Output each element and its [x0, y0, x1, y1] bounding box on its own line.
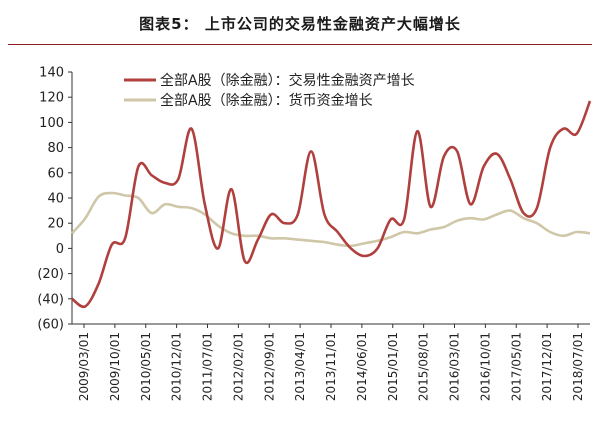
x-tick-label: 2010/12/01 [170, 332, 184, 401]
legend-label: 全部A股（除金融）：交易性金融资产增长 [160, 72, 415, 89]
x-tick-label: 2011/07/01 [201, 332, 215, 401]
y-tick-label: 80 [47, 141, 64, 156]
y-tick-label: (40) [37, 292, 64, 307]
y-tick-label: 20 [47, 217, 64, 232]
x-tick-label: 2017/05/01 [509, 332, 523, 401]
x-tick-label: 2010/05/01 [139, 332, 153, 401]
x-tick-label: 2016/10/01 [478, 332, 492, 401]
legend-label: 全部A股（除金融）：货币资金增长 [160, 92, 373, 109]
y-tick-label: 60 [47, 166, 64, 181]
x-tick-label: 2015/01/01 [386, 332, 400, 401]
x-tick-label: 2014/06/01 [355, 332, 369, 401]
y-tick-label: 120 [39, 91, 64, 106]
series-layer [71, 100, 592, 309]
y-tick-label: (60) [37, 318, 64, 333]
x-tick-label: 2018/07/01 [571, 332, 585, 401]
x-tick-label: 2009/10/01 [108, 332, 122, 401]
x-tick-label: 2012/09/01 [262, 332, 276, 401]
x-tick-label: 2015/08/01 [417, 332, 431, 401]
y-tick-label: 140 [39, 66, 64, 81]
x-tick-label: 2013/04/01 [293, 332, 307, 401]
x-tick-label: 2009/03/01 [77, 332, 91, 401]
x-tick-label: 2013/11/01 [324, 332, 338, 401]
series-line-trading-assets [71, 100, 592, 309]
y-tick-label: 0 [56, 242, 64, 257]
axes: 140 120 100 80 60 40 20 0 (20) (40) (60) 2009/03/01… [37, 66, 590, 401]
x-tick-label: 2017/12/01 [540, 332, 554, 401]
y-tick-label: 100 [39, 116, 64, 131]
series-line-cash [71, 191, 591, 248]
chart-title: 图表5： 上市公司的交易性金融资产大幅增长 [139, 15, 461, 33]
y-tick-label: 40 [47, 192, 64, 207]
title-divider [8, 44, 592, 45]
x-tick-label: 2016/03/01 [448, 332, 462, 401]
x-tick-label: 2012/02/01 [231, 332, 245, 401]
y-tick-label: (20) [37, 267, 64, 282]
